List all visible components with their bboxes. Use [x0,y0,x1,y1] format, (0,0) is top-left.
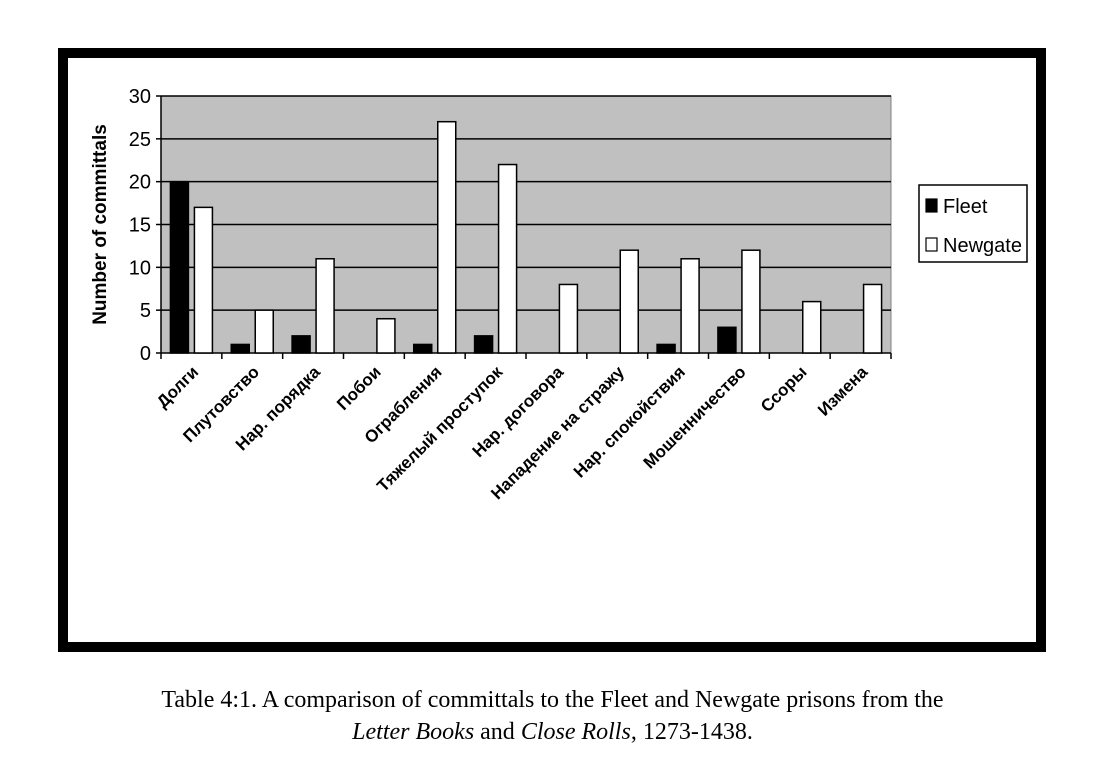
x-tick-label: Долги [153,362,202,411]
caption-tail: , 1273-1438. [630,719,753,745]
y-tick-label: 20 [129,172,151,194]
bar-fleet [230,343,250,354]
legend-swatch-newgate [925,237,938,252]
caption-letter-books: Letter Books [352,719,475,745]
figure-caption: Table 4:1. A comparison of committals to… [0,684,1105,748]
bar-newgate [193,206,214,354]
x-tick-label: Мошенничество [640,362,750,472]
y-axis-label: Number of committals [90,124,111,325]
y-tick-label: 15 [129,215,151,237]
bar-fleet [169,180,190,354]
y-tick-label: 5 [140,300,151,322]
bar-newgate [680,258,700,354]
bar-newgate [497,163,518,354]
bar-fleet [717,326,737,354]
x-tick-label: Побои [333,362,385,414]
legend-label-fleet: Fleet [943,196,988,218]
caption-and: and [474,719,521,745]
y-tick-label: 0 [140,343,151,365]
legend-swatch-fleet [925,198,938,213]
x-tick-label: Ссоры [757,362,811,416]
caption-line-2: Letter Books and Close Rolls, 1273-1438. [0,716,1105,748]
bar-newgate [376,317,396,354]
y-tick-label: 10 [129,257,151,279]
bar-newgate [437,120,457,354]
caption-close-rolls: Close Rolls [520,719,631,745]
bar-newgate [741,249,761,354]
bar-newgate [315,258,335,354]
x-tick-label: Измена [814,362,872,420]
y-tick-label: 25 [129,129,151,151]
bar-newgate [619,249,639,354]
bar-newgate [254,309,274,354]
bar-newgate [862,283,883,354]
x-tick-label: Нар. спокойствия [570,362,689,481]
bar-fleet [473,335,494,354]
caption-line-1: Table 4:1. A comparison of committals to… [161,687,944,713]
bar-newgate [558,283,579,354]
bar-fleet [413,343,433,354]
legend-label-newgate: Newgate [943,235,1022,257]
y-tick-label: 30 [129,86,151,108]
bar-fleet [656,343,676,354]
bar-fleet [291,335,311,354]
bar-newgate [802,300,822,354]
